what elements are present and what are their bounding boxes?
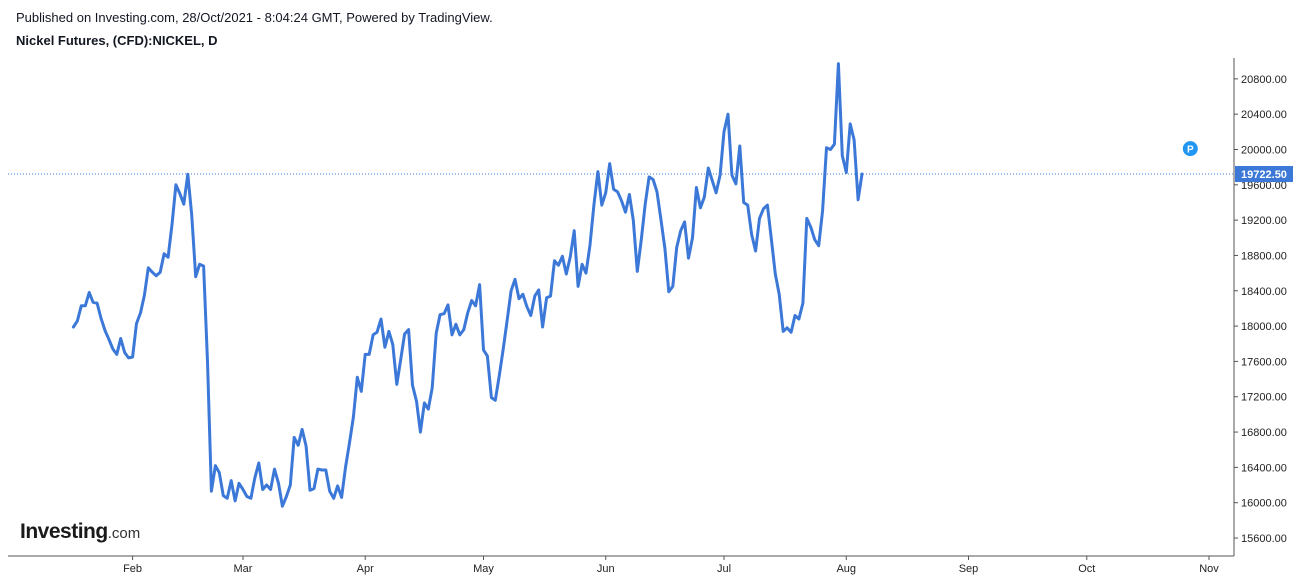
x-tick-label: Feb: [123, 563, 142, 575]
y-tick-label: 15600.00: [1241, 533, 1287, 545]
p-marker: [1182, 141, 1198, 157]
x-tick-label: Jul: [717, 563, 731, 575]
y-tick-label: 17200.00: [1241, 392, 1287, 404]
investing-logo: Investing.com: [20, 520, 140, 544]
x-tick-label: Sep: [959, 563, 979, 575]
x-tick-label: May: [473, 563, 494, 575]
logo-suffix: .com: [107, 525, 141, 542]
y-tick-label: 18800.00: [1241, 250, 1287, 262]
y-tick-label: 17600.00: [1241, 356, 1287, 368]
x-tick-label: Jun: [597, 563, 615, 575]
y-tick-label: 20400.00: [1241, 109, 1287, 121]
y-tick-label: 16000.00: [1241, 498, 1287, 510]
y-tick-label: 18400.00: [1241, 286, 1287, 298]
y-tick-label: 20800.00: [1241, 74, 1287, 86]
published-caption: Published on Investing.com, 28/Oct/2021 …: [16, 10, 493, 25]
y-tick-label: 16800.00: [1241, 427, 1287, 439]
last-price-label: 19722.50: [1241, 169, 1287, 181]
x-tick-label: Aug: [836, 563, 856, 575]
x-tick-label: Oct: [1078, 563, 1095, 575]
y-tick-label: 20000.00: [1241, 145, 1287, 157]
logo-brand: Investing: [20, 520, 108, 543]
p-marker-label: P: [1187, 145, 1194, 156]
price-series-line: [71, 62, 864, 508]
y-tick-label: 16400.00: [1241, 462, 1287, 474]
y-tick-label: 18000.00: [1241, 321, 1287, 333]
y-tick-label: 19600.00: [1241, 180, 1287, 192]
y-tick-label: 19200.00: [1241, 215, 1287, 227]
x-tick-label: Apr: [357, 563, 374, 575]
x-tick-label: Mar: [234, 563, 253, 575]
last-price-label-box: [1235, 166, 1293, 183]
symbol-title: Nickel Futures, (CFD):NICKEL, D: [16, 33, 218, 48]
x-tick-label: Nov: [1199, 563, 1219, 575]
